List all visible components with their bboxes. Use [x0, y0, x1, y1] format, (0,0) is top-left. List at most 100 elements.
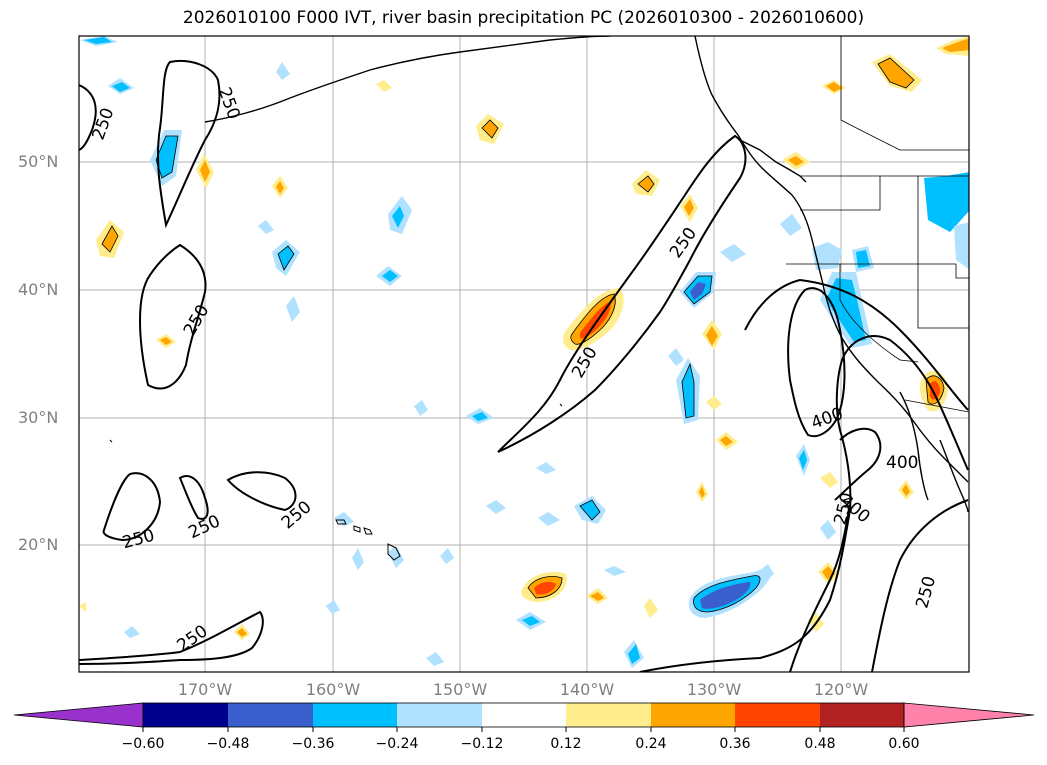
negative-anomaly-patch [486, 500, 506, 514]
negative-anomaly-patch [112, 82, 130, 92]
bc-coast [739, 139, 807, 183]
negative-anomaly-patch [440, 548, 454, 564]
negative-anomaly-patch [604, 566, 626, 576]
contour-label: 250 [912, 574, 940, 611]
ivt-contour-400 [787, 287, 846, 438]
ivt-contour-400 [834, 427, 882, 501]
negative-anomaly-patch [700, 582, 751, 609]
mainland-mexico-coast [939, 439, 969, 513]
negative-anomaly-patch [426, 652, 444, 666]
ivt-contour-250 [639, 335, 969, 672]
map-frame [78, 35, 970, 673]
positive-anomaly-patch [684, 199, 694, 216]
negative-anomaly-patch [276, 62, 290, 80]
positive-anomaly-patch [878, 58, 914, 88]
negative-anomaly-patch [326, 600, 340, 614]
lat-label: 20°N [18, 535, 59, 554]
contour-label: 250 [180, 301, 214, 339]
lat-label: 50°N [18, 152, 59, 171]
positive-anomaly-patch [720, 436, 733, 446]
ivt-contour-250 [226, 471, 297, 512]
us-west-coast [809, 231, 969, 483]
negative-anomaly-patch [780, 214, 802, 236]
colorbar-over-arrow [903, 702, 1035, 728]
colorbar-swatch [651, 703, 735, 727]
colorbar-outline [142, 702, 905, 728]
colorbar-swatch [820, 703, 904, 727]
lon-label: 150°W [432, 680, 488, 699]
colorbar-swatch [313, 703, 397, 727]
contour-label: 250 [89, 105, 119, 142]
lon-label: 130°W [686, 680, 742, 699]
ivt-contour-250 [139, 243, 207, 390]
positive-anomaly-patch [699, 486, 705, 498]
negative-anomaly-patch [258, 220, 274, 234]
ivt-contour-250 [102, 472, 162, 542]
negative-anomaly-patch [720, 244, 746, 262]
negative-anomaly-patch [414, 400, 428, 416]
state-border [839, 264, 919, 363]
positive-anomaly-patch [200, 160, 210, 182]
colorbar-tick-label: 0.24 [635, 736, 667, 752]
coastlines [204, 36, 969, 513]
mexico-border [904, 399, 969, 413]
state-border [917, 176, 969, 329]
positive-anomaly-patch [102, 226, 118, 252]
ivt-contours [79, 60, 969, 672]
baja-coast [899, 391, 929, 501]
negative-anomaly-patch [760, 564, 774, 580]
hawaii-island [335, 519, 347, 525]
contour-label: 250 [666, 224, 701, 262]
negative-anomaly-patch [352, 548, 364, 570]
colorbar-under-arrow [13, 702, 144, 728]
island [109, 439, 113, 443]
positive-anomaly-patch [826, 82, 842, 92]
positive-anomaly-patch [638, 176, 654, 192]
negative-anomaly-patch [538, 512, 560, 526]
positive-anomaly-patch [930, 381, 940, 400]
island [559, 403, 563, 407]
negative-anomaly-patch [690, 282, 706, 300]
colorbar-tick-label: 0.48 [804, 736, 836, 752]
negative-anomaly-patch [924, 172, 969, 232]
negative-anomaly-patch [388, 546, 404, 568]
negative-anomaly-patch [522, 616, 540, 626]
colorbar-tick-label: −0.36 [291, 736, 335, 752]
colorbar-tick-label: −0.24 [375, 736, 419, 752]
positive-anomaly-patch [580, 302, 611, 339]
lat-label: 40°N [18, 280, 59, 299]
state-border [800, 176, 881, 211]
colorbar-swatch [397, 703, 482, 727]
negative-anomaly-patch [668, 348, 684, 366]
colorbar-tick-label: 0.12 [550, 736, 582, 752]
colorbar-swatch [482, 703, 566, 727]
map-title: 2026010100 F000 IVT, river basin precipi… [182, 8, 865, 28]
negative-anomaly-patch [472, 412, 488, 421]
contour-label: 250 [174, 621, 212, 656]
lon-label: 160°W [305, 680, 361, 699]
colorbar-tick-label: 0.36 [719, 736, 751, 752]
colorbar-tick-label: −0.60 [121, 736, 165, 752]
ivt-contour-400 [744, 278, 969, 411]
ivt-contour-250 [156, 60, 221, 229]
colorbar [13, 702, 1035, 732]
colorbar-tick-label: −0.48 [206, 736, 250, 752]
contour-label: 250 [120, 526, 157, 554]
positive-anomaly-patch [706, 396, 722, 410]
positive-anomaly-patch [902, 484, 910, 496]
colorbar-tick-label: 0.60 [888, 736, 920, 752]
positive-anomaly-patch [237, 628, 247, 637]
hawaii-island [363, 527, 373, 535]
positive-anomaly-patch [590, 592, 604, 601]
precip-anomaly-fills [79, 36, 969, 668]
negative-anomaly-patch [954, 222, 969, 270]
ivt-contour-250 [79, 610, 264, 665]
lon-label: 120°W [813, 680, 869, 699]
hawaii-island [353, 525, 361, 533]
alaska-coast [694, 36, 811, 233]
ivt-contour-250 [497, 134, 747, 453]
positive-anomaly-patch [706, 326, 718, 346]
negative-anomaly-patch [84, 37, 112, 44]
lon-label: 140°W [559, 680, 615, 699]
